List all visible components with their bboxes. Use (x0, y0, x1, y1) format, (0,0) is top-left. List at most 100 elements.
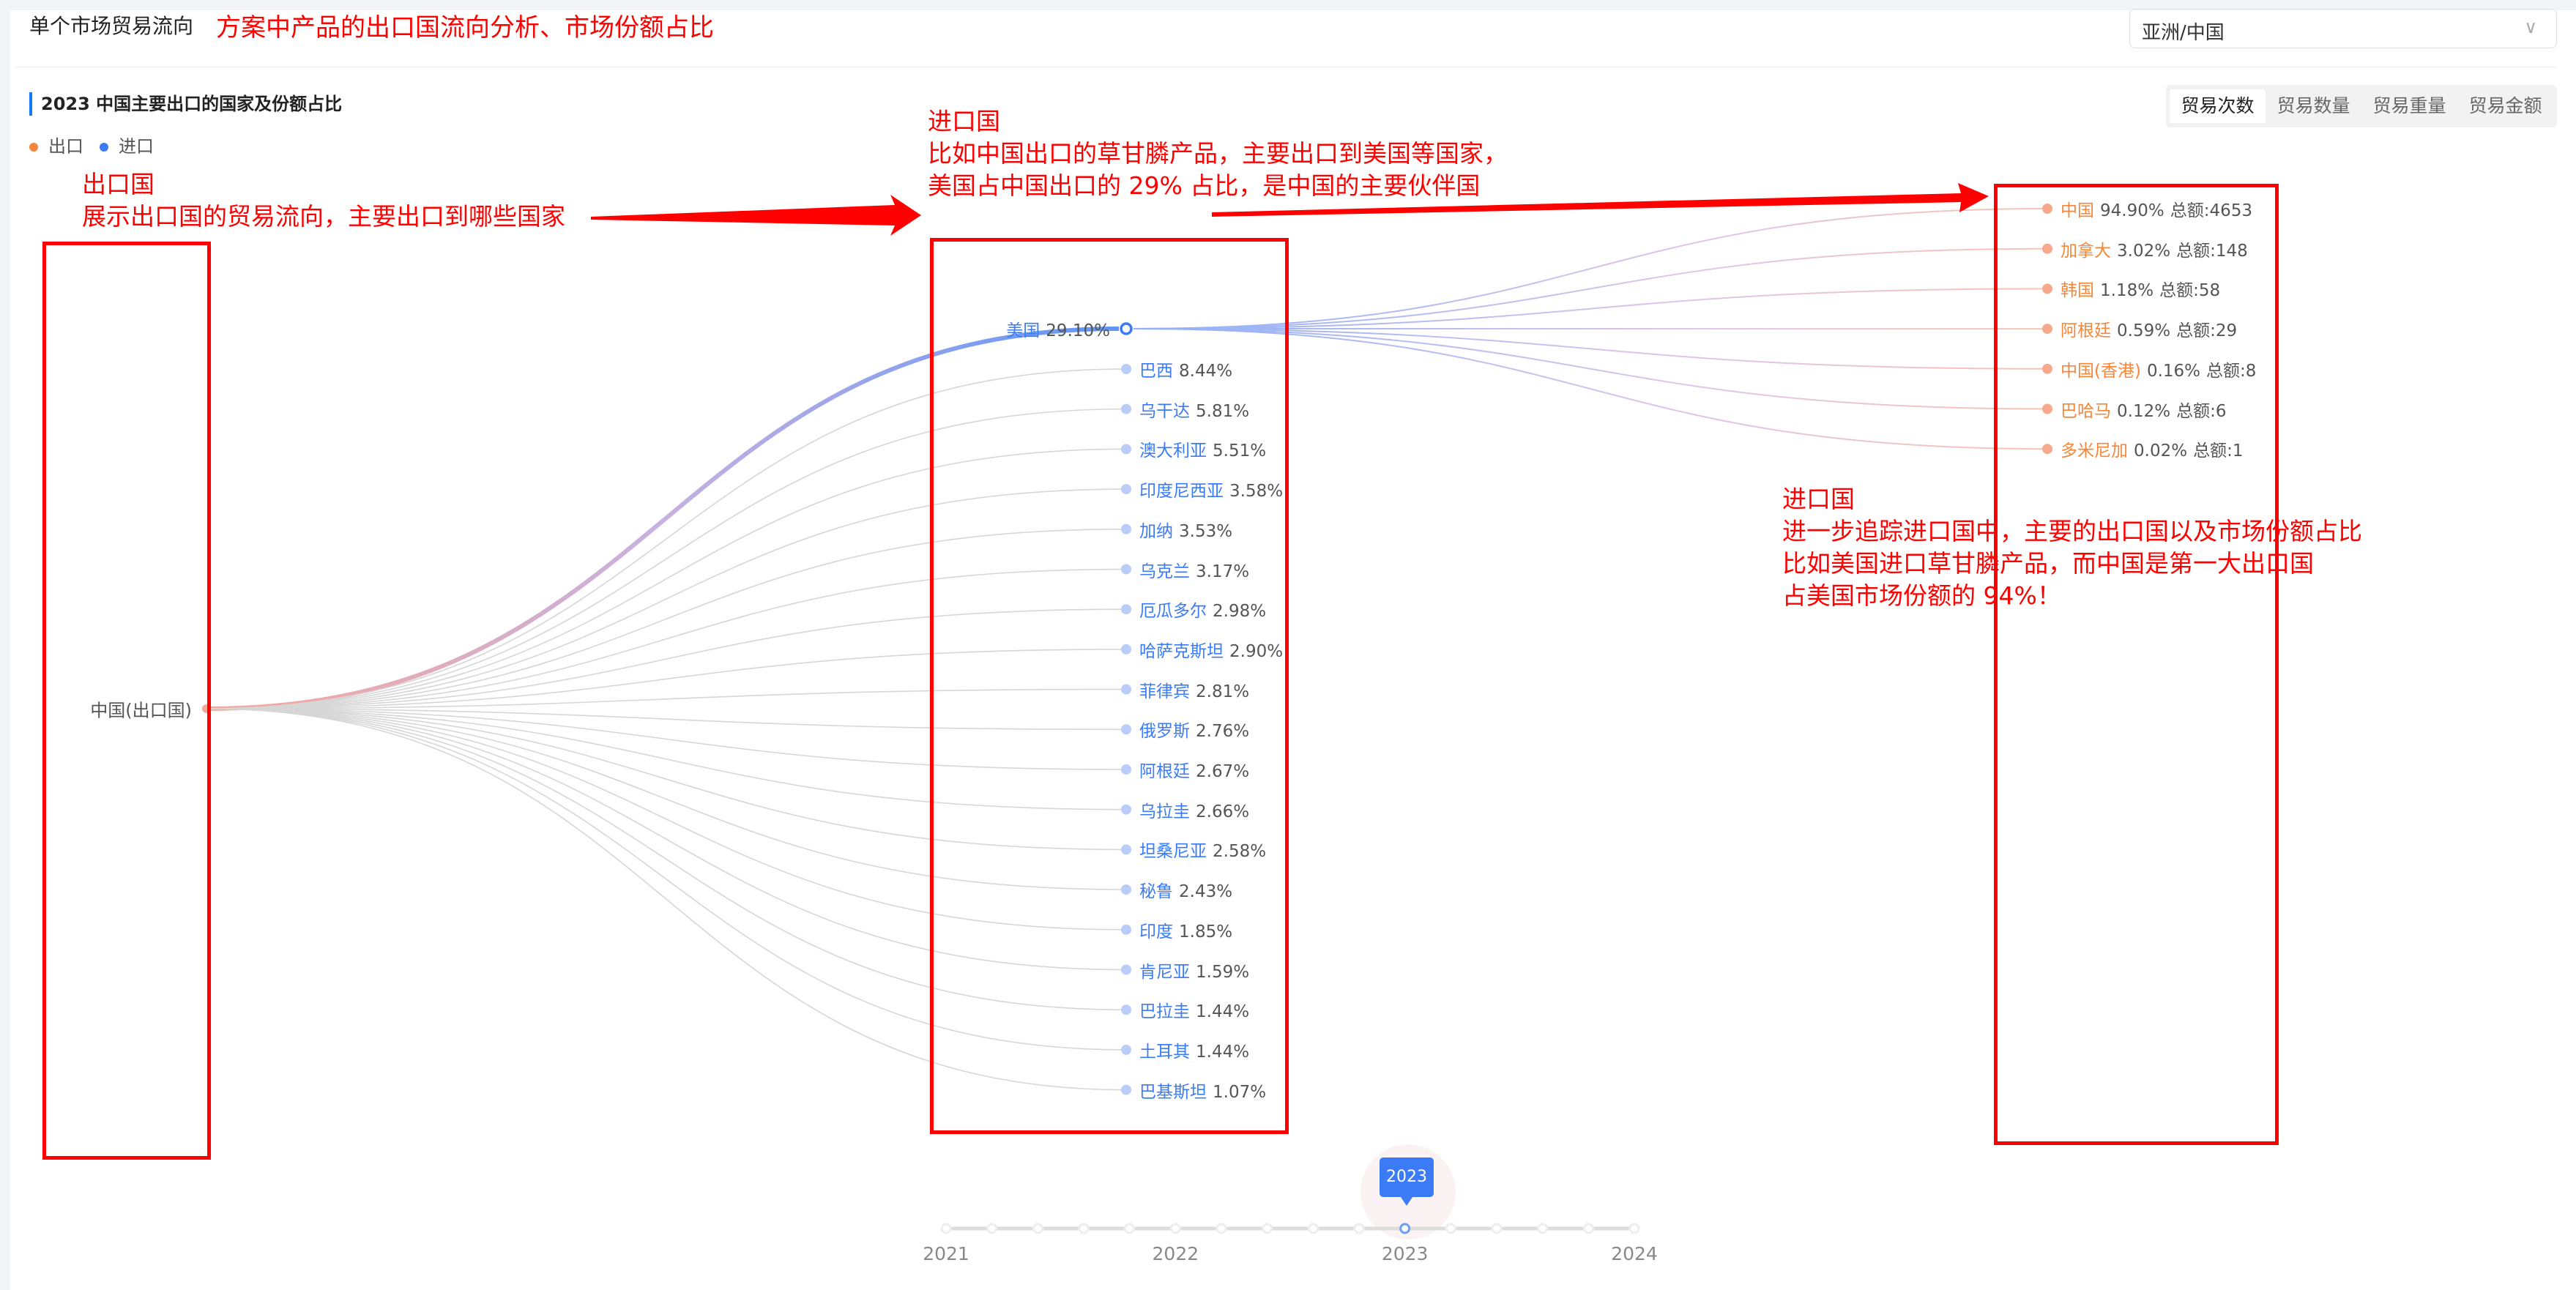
flow-link (1133, 328, 2048, 410)
timeline-step[interactable] (940, 1223, 952, 1234)
importer-node[interactable] (1121, 764, 1131, 775)
supplier-node[interactable] (2042, 403, 2052, 414)
timeline-step[interactable] (1216, 1223, 1227, 1234)
importer-label[interactable]: 乌干达 5.81% (1139, 397, 1249, 422)
importer-label[interactable]: 厄瓜多尔 2.98% (1139, 597, 1266, 622)
share-value: 0.16% (2146, 361, 2201, 381)
importer-label[interactable]: 坦桑尼亚 2.58% (1139, 837, 1266, 862)
root-node-label[interactable]: 中国(出口国) (90, 700, 192, 721)
importer-node[interactable] (1121, 644, 1131, 655)
main-panel (10, 10, 2576, 1290)
importer-label[interactable]: 阿根廷 2.67% (1139, 757, 1249, 782)
flow-link (206, 708, 1127, 770)
tab-trade-value[interactable]: 贸易金额 (2468, 95, 2542, 116)
timeline-year-label[interactable]: 2023 (1381, 1243, 1429, 1264)
importer-node[interactable] (1121, 403, 1131, 414)
importer-node[interactable] (1121, 1004, 1131, 1015)
supplier-label[interactable]: 多米尼加 0.02% 总额:1 (2061, 436, 2243, 461)
share-value: 94.90% (2100, 201, 2164, 220)
total-value: 总额:6 (2176, 401, 2227, 421)
timeline-step[interactable] (986, 1223, 998, 1234)
legend-item-import[interactable]: 进口 (100, 132, 154, 157)
supplier-node[interactable] (2042, 444, 2052, 455)
timeline-step[interactable] (1445, 1223, 1456, 1234)
timeline-step[interactable] (1491, 1223, 1503, 1234)
supplier-label[interactable]: 加拿大 3.02% 总额:148 (2061, 236, 2248, 261)
supplier-label[interactable]: 中国 94.90% 总额:4653 (2061, 196, 2252, 221)
annotation-exporter: 出口国 展示出口国的贸易流向，主要出口到哪些国家 (82, 170, 565, 231)
tab-trade-weight[interactable]: 贸易重量 (2372, 95, 2446, 116)
supplier-node[interactable] (2042, 324, 2052, 335)
importer-label[interactable]: 哈萨克斯坦 2.90% (1139, 637, 1283, 662)
importer-label[interactable]: 土耳其 1.44% (1139, 1037, 1249, 1062)
importer-node[interactable] (1121, 564, 1131, 575)
timeline-step[interactable] (1078, 1223, 1090, 1234)
timeline-step[interactable] (1124, 1223, 1136, 1234)
timeline-step[interactable] (1032, 1223, 1043, 1234)
supplier-label[interactable]: 韩国 1.18% 总额:58 (2061, 276, 2220, 301)
importer-label[interactable]: 美国 29.10% (1006, 316, 1110, 341)
importer-node[interactable] (1121, 604, 1131, 615)
legend-item-export[interactable]: 出口 (29, 132, 83, 157)
importer-node[interactable] (1121, 444, 1131, 455)
importer-node[interactable] (1121, 484, 1131, 495)
importer-label[interactable]: 肯尼亚 1.59% (1139, 958, 1249, 983)
timeline-step[interactable] (1169, 1223, 1181, 1234)
country-name: 阿根廷 (1139, 762, 1190, 781)
importer-node[interactable] (1121, 1044, 1131, 1055)
importer-label[interactable]: 印度 1.85% (1139, 917, 1232, 942)
region-select[interactable]: 亚洲/中国 ∨ (2129, 9, 2557, 48)
supplier-node[interactable] (2042, 283, 2052, 294)
total-value: 总额:148 (2176, 241, 2248, 261)
chevron-down-icon: ∨ (2524, 17, 2537, 37)
region-select-value: 亚洲/中国 (2142, 22, 2225, 44)
supplier-label[interactable]: 阿根廷 0.59% 总额:29 (2061, 316, 2237, 341)
timeline-step[interactable] (1307, 1223, 1319, 1234)
timeline-step[interactable] (1628, 1223, 1640, 1234)
tab-trade-count[interactable]: 贸易次数 (2170, 89, 2266, 123)
importer-node[interactable] (1121, 1084, 1131, 1095)
importer-node[interactable] (1121, 523, 1131, 534)
timeline-year-label[interactable]: 2022 (1152, 1243, 1199, 1264)
importer-node[interactable] (1121, 844, 1131, 855)
importer-label[interactable]: 巴基斯坦 1.07% (1139, 1078, 1266, 1103)
importer-label[interactable]: 印度尼西亚 3.58% (1139, 477, 1283, 502)
importer-node[interactable] (1121, 924, 1131, 935)
importer-label[interactable]: 巴西 8.44% (1139, 357, 1232, 381)
metric-tabs: 贸易次数 贸易数量 贸易重量 贸易金额 (2166, 85, 2557, 127)
share-value: 2.81% (1196, 682, 1250, 701)
flow-link (206, 708, 1127, 890)
supplier-label[interactable]: 中国(香港) 0.16% 总额:8 (2061, 357, 2256, 381)
importer-label[interactable]: 乌拉圭 2.66% (1139, 797, 1249, 822)
importer-node[interactable] (1121, 684, 1131, 695)
supplier-node[interactable] (2042, 204, 2052, 214)
timeline-year-label[interactable]: 2024 (1611, 1243, 1658, 1264)
tab-trade-quantity[interactable]: 贸易数量 (2277, 95, 2350, 116)
timeline-year-label[interactable]: 2021 (923, 1243, 969, 1264)
importer-node[interactable] (1121, 804, 1131, 815)
timeline-handle[interactable] (1399, 1223, 1411, 1234)
supplier-label[interactable]: 巴哈马 0.12% 总额:6 (2061, 397, 2226, 422)
supplier-node[interactable] (2042, 243, 2052, 254)
importer-node[interactable] (1121, 364, 1131, 374)
country-name: 乌拉圭 (1139, 802, 1190, 821)
importer-label[interactable]: 澳大利亚 5.51% (1139, 436, 1266, 461)
timeline-step[interactable] (1537, 1223, 1549, 1234)
importer-node[interactable] (1121, 884, 1131, 895)
importer-label[interactable]: 俄罗斯 2.76% (1139, 717, 1249, 742)
supplier-node[interactable] (2042, 363, 2052, 374)
importer-label[interactable]: 巴拉圭 1.44% (1139, 997, 1249, 1022)
importer-label[interactable]: 乌克兰 3.17% (1139, 557, 1249, 582)
importer-label[interactable]: 秘鲁 2.43% (1139, 877, 1232, 902)
importer-label[interactable]: 加纳 3.53% (1139, 517, 1232, 542)
importer-node[interactable] (1121, 964, 1131, 975)
timeline-step[interactable] (1262, 1223, 1273, 1234)
timeline-step[interactable] (1582, 1223, 1594, 1234)
importer-node[interactable] (1120, 322, 1133, 335)
importer-label[interactable]: 菲律宾 2.81% (1139, 677, 1249, 702)
importer-node[interactable] (1121, 724, 1131, 735)
share-value: 1.44% (1196, 1002, 1250, 1022)
timeline-step[interactable] (1353, 1223, 1365, 1234)
flow-link (206, 708, 1127, 1051)
country-name: 印度 (1139, 922, 1173, 942)
